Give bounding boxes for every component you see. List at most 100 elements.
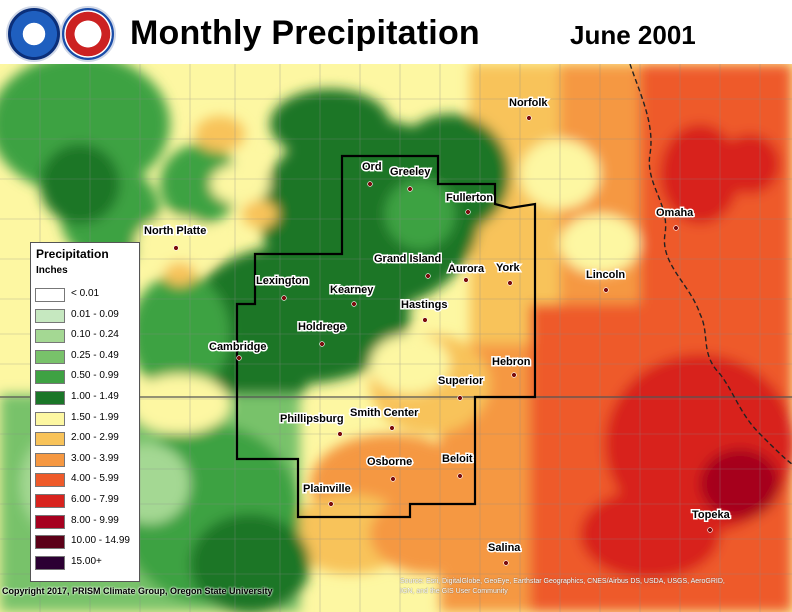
legend-item: 8.00 - 9.99 bbox=[35, 514, 135, 530]
legend-swatch bbox=[35, 432, 65, 447]
city-label: Hebron bbox=[492, 356, 531, 368]
map-svg: Norfolk Ord Greeley Fullerton Omaha North Pla… bbox=[0, 64, 792, 612]
city-marker bbox=[422, 317, 428, 323]
city-marker bbox=[457, 473, 463, 479]
city-marker bbox=[351, 301, 357, 307]
city-label: Holdrege bbox=[298, 321, 346, 333]
legend-item: 6.00 - 7.99 bbox=[35, 493, 135, 509]
city-marker bbox=[236, 355, 242, 361]
city-marker bbox=[526, 115, 532, 121]
legend-label: 0.01 - 0.09 bbox=[71, 308, 119, 320]
city-layer: Norfolk Ord Greeley Fullerton Omaha North Pla… bbox=[143, 96, 732, 566]
legend-label: 10.00 - 14.99 bbox=[71, 535, 130, 547]
legend-swatch bbox=[35, 535, 65, 550]
legend-swatch bbox=[35, 411, 65, 426]
legend-label: < 0.01 bbox=[71, 288, 100, 299]
legend-label: 4.00 - 5.99 bbox=[71, 473, 119, 485]
city-marker bbox=[707, 527, 713, 533]
noaa-logo bbox=[6, 6, 62, 62]
legend-item: 15.00+ bbox=[35, 555, 135, 571]
city-label: Plainville bbox=[303, 483, 351, 495]
city-label: Salina bbox=[488, 542, 521, 554]
basemap-source: Source: Esri, DigitalGlobe, GeoEye, Eart… bbox=[400, 578, 725, 585]
city-marker bbox=[603, 287, 609, 293]
legend-swatch bbox=[35, 555, 65, 570]
legend-label: 0.10 - 0.24 bbox=[71, 329, 119, 341]
city-marker bbox=[367, 181, 373, 187]
city-label: Aurora bbox=[448, 263, 485, 275]
city-label: Grand Island bbox=[374, 253, 441, 265]
city-label: Ord bbox=[362, 161, 382, 173]
legend-swatch bbox=[35, 514, 65, 529]
city-marker bbox=[511, 372, 517, 378]
legend-swatch bbox=[35, 288, 65, 302]
basemap-source-continued: IGN, and the GIS User Community bbox=[400, 588, 508, 595]
city-label: Norfolk bbox=[509, 97, 548, 109]
copyright-credit: Copyright 2017, PRISM Climate Group, Ore… bbox=[2, 586, 273, 596]
city-label: Omaha bbox=[656, 207, 694, 219]
cwa-boundary bbox=[235, 154, 537, 519]
legend-label: 15.00+ bbox=[71, 555, 102, 567]
legend-swatch bbox=[35, 349, 65, 364]
city-marker bbox=[281, 295, 287, 301]
legend-item: 0.01 - 0.09 bbox=[35, 308, 135, 324]
city-label: Fullerton bbox=[446, 192, 493, 204]
legend-swatch bbox=[35, 473, 65, 488]
city-marker bbox=[328, 501, 334, 507]
legend-label: 8.00 - 9.99 bbox=[71, 514, 119, 526]
legend-label: 2.00 - 2.99 bbox=[71, 432, 119, 444]
legend-label: 0.50 - 0.99 bbox=[71, 370, 119, 382]
city-label: Lincoln bbox=[586, 269, 625, 281]
city-marker bbox=[465, 209, 471, 215]
legend-item: 3.00 - 3.99 bbox=[35, 452, 135, 468]
city-marker bbox=[390, 476, 396, 482]
legend-label: 1.00 - 1.49 bbox=[71, 391, 119, 402]
city-label: Cambridge bbox=[209, 341, 266, 353]
legend-title: Precipitation bbox=[36, 247, 109, 261]
city-marker bbox=[173, 245, 179, 251]
city-marker bbox=[389, 425, 395, 431]
legend-swatch bbox=[35, 391, 65, 405]
city-label: Osborne bbox=[367, 456, 412, 468]
city-label: North Platte bbox=[144, 225, 206, 237]
legend-label: 6.00 - 7.99 bbox=[71, 494, 119, 505]
legend-swatch bbox=[35, 329, 65, 344]
legend-item: 1.50 - 1.99 bbox=[35, 411, 135, 427]
legend-item: 2.00 - 2.99 bbox=[35, 431, 135, 447]
legend-label: 0.25 - 0.49 bbox=[71, 349, 119, 361]
city-marker bbox=[457, 395, 463, 401]
legend-swatch bbox=[35, 370, 65, 385]
city-marker bbox=[463, 277, 469, 283]
legend-swatch bbox=[35, 494, 65, 508]
legend-item: < 0.01 bbox=[35, 287, 135, 303]
city-marker bbox=[407, 186, 413, 192]
city-marker bbox=[507, 280, 513, 286]
city-marker bbox=[425, 273, 431, 279]
city-label: York bbox=[496, 262, 521, 274]
city-label: Lexington bbox=[256, 275, 309, 287]
legend-item: 0.10 - 0.24 bbox=[35, 328, 135, 344]
legend: Precipitation Inches < 0.01 0.01 - 0.09 0.… bbox=[30, 242, 140, 582]
city-label: Beloit bbox=[442, 453, 473, 465]
legend-item: 1.00 - 1.49 bbox=[35, 390, 135, 406]
header: Monthly Precipitation June 2001 bbox=[0, 0, 792, 64]
map-date: June 2001 bbox=[570, 20, 696, 50]
nws-logo bbox=[60, 6, 116, 62]
city-label: Smith Center bbox=[350, 407, 419, 419]
city-marker bbox=[337, 431, 343, 437]
city-marker bbox=[503, 560, 509, 566]
city-label: Kearney bbox=[330, 284, 374, 296]
city-label: Greeley bbox=[390, 166, 431, 178]
legend-label: 3.00 - 3.99 bbox=[71, 452, 119, 464]
legend-units: Inches bbox=[36, 265, 68, 276]
city-marker bbox=[673, 225, 679, 231]
city-label: Phillipsburg bbox=[280, 413, 344, 425]
legend-item: 0.25 - 0.49 bbox=[35, 349, 135, 365]
legend-swatch bbox=[35, 452, 65, 467]
map-title: Monthly Precipitation bbox=[130, 14, 480, 52]
city-marker bbox=[319, 341, 325, 347]
legend-label: 1.50 - 1.99 bbox=[71, 411, 119, 423]
city-label: Hastings bbox=[401, 299, 447, 311]
legend-swatch bbox=[35, 308, 65, 323]
city-label: Superior bbox=[438, 375, 484, 387]
